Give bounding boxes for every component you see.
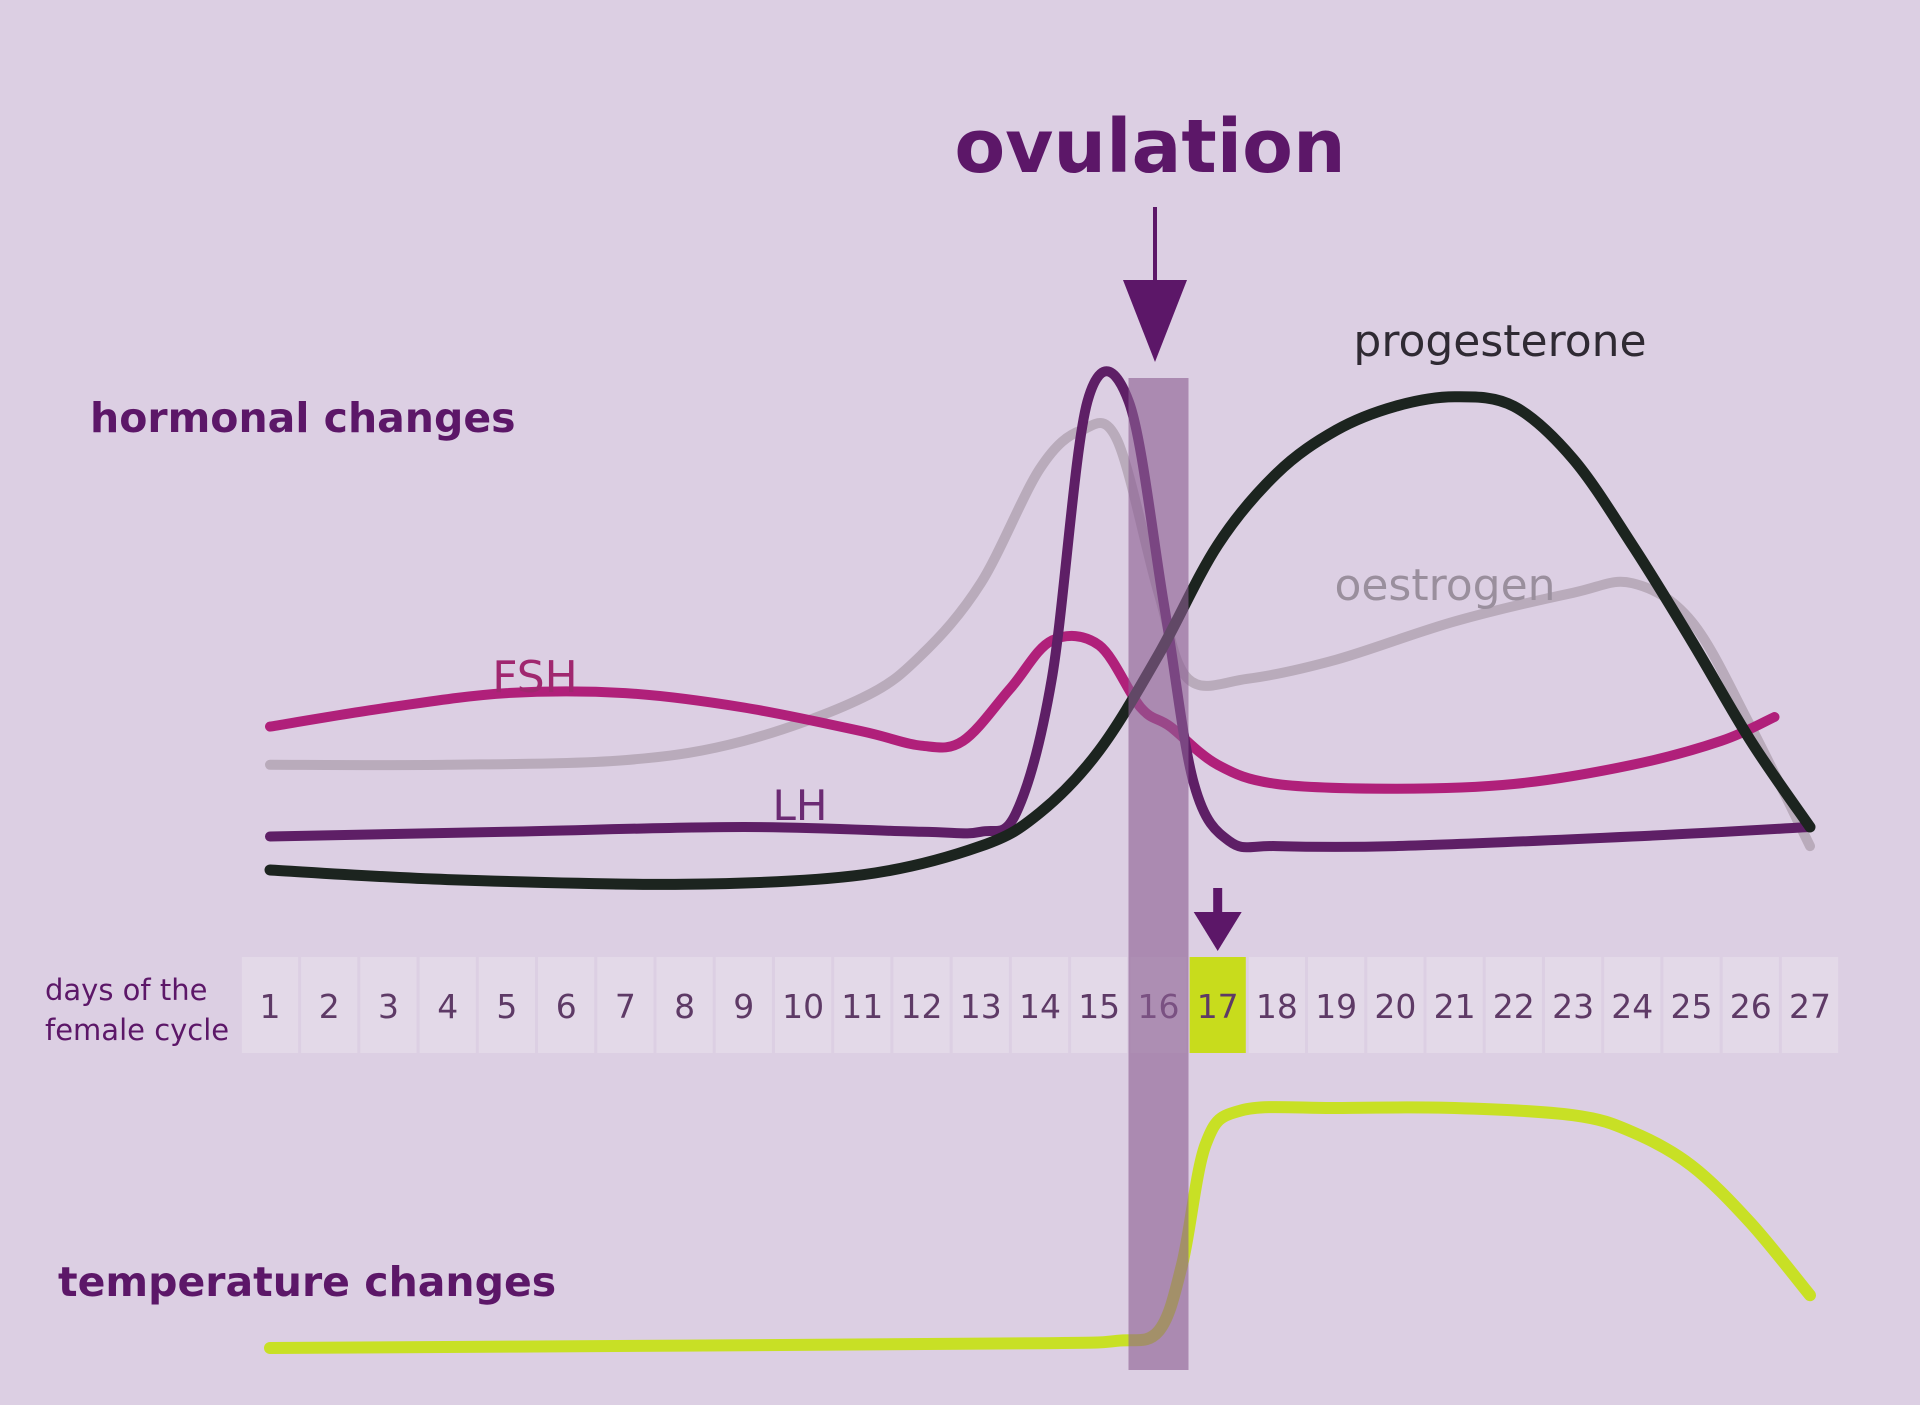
day-cell-24	[1604, 957, 1661, 1053]
day-label-14: 14	[1019, 987, 1061, 1026]
axis-label-line2: female cycle	[45, 1013, 229, 1047]
day-cell-5	[478, 957, 535, 1053]
day-label-17: 17	[1197, 987, 1239, 1026]
day-label-23: 23	[1552, 987, 1594, 1026]
day-cell-4	[419, 957, 476, 1053]
day-cell-25	[1663, 957, 1720, 1053]
day-label-6: 6	[556, 987, 577, 1026]
day-label-13: 13	[960, 987, 1002, 1026]
day-cell-14	[1011, 957, 1069, 1053]
day-label-3: 3	[378, 987, 399, 1026]
day-label-21: 21	[1434, 987, 1476, 1026]
day-label-11: 11	[841, 987, 883, 1026]
day-cell-27	[1781, 957, 1839, 1053]
day-label-5: 5	[496, 987, 517, 1026]
series-line-lh	[265, 366, 1815, 853]
ovulation-band	[1128, 378, 1189, 1370]
day-cell-10	[775, 957, 832, 1053]
ovulation-arrow-icon	[1123, 207, 1187, 362]
day-label-7: 7	[615, 987, 636, 1026]
day-cell-1	[241, 957, 299, 1053]
day-label-18: 18	[1256, 987, 1298, 1026]
day-marker-arrow-icon	[1193, 888, 1242, 951]
day-label-24: 24	[1611, 987, 1653, 1026]
day-cell-13	[952, 957, 1009, 1053]
hormonal-changes-label: hormonal changes	[90, 394, 516, 442]
day-label-2: 2	[319, 987, 340, 1026]
day-strip: 1234567891011121314151617181920212223242…	[241, 957, 1839, 1053]
day-label-4: 4	[437, 987, 458, 1026]
day-cell-21	[1426, 957, 1483, 1053]
series-label-lh: LH	[773, 781, 828, 830]
day-label-12: 12	[901, 987, 943, 1026]
temperature-changes-label: temperature changes	[58, 1258, 556, 1306]
day-cell-11	[834, 957, 891, 1053]
series-label-fsh: FSH	[492, 652, 578, 703]
day-label-27: 27	[1789, 987, 1831, 1026]
day-cell-23	[1545, 957, 1602, 1053]
day-cell-22	[1485, 957, 1542, 1053]
chart-title: ovulation	[954, 104, 1345, 190]
day-cell-15	[1071, 957, 1128, 1053]
day-label-26: 26	[1730, 987, 1772, 1026]
day-cell-6	[538, 957, 595, 1053]
day-cell-12	[893, 957, 950, 1053]
day-cell-20	[1367, 957, 1424, 1053]
day-cell-26	[1722, 957, 1779, 1053]
day-cell-7	[597, 957, 654, 1053]
day-label-8: 8	[674, 987, 695, 1026]
series-label-oestrogen: oestrogen	[1334, 560, 1555, 611]
day-label-15: 15	[1078, 987, 1120, 1026]
series-line-progesterone	[264, 391, 1816, 890]
day-cell-19	[1308, 957, 1365, 1053]
temperature-lines	[264, 1101, 1816, 1354]
day-label-20: 20	[1374, 987, 1416, 1026]
day-cell-18	[1248, 957, 1305, 1053]
day-label-25: 25	[1671, 987, 1713, 1026]
series-label-progesterone: progesterone	[1353, 316, 1646, 367]
day-cell-3	[360, 957, 417, 1053]
day-label-10: 10	[782, 987, 824, 1026]
day-label-22: 22	[1493, 987, 1535, 1026]
day-cell-2	[301, 957, 358, 1053]
day-label-19: 19	[1315, 987, 1357, 1026]
series-line-oestrogen	[265, 418, 1815, 852]
day-label-9: 9	[733, 987, 754, 1026]
axis-label-line1: days of the	[45, 973, 207, 1007]
hormone-lines	[264, 366, 1816, 890]
day-label-1: 1	[260, 987, 281, 1026]
day-cell-17	[1189, 957, 1246, 1053]
temperature-line	[264, 1101, 1816, 1354]
day-cell-9	[715, 957, 772, 1053]
day-cell-8	[656, 957, 713, 1053]
